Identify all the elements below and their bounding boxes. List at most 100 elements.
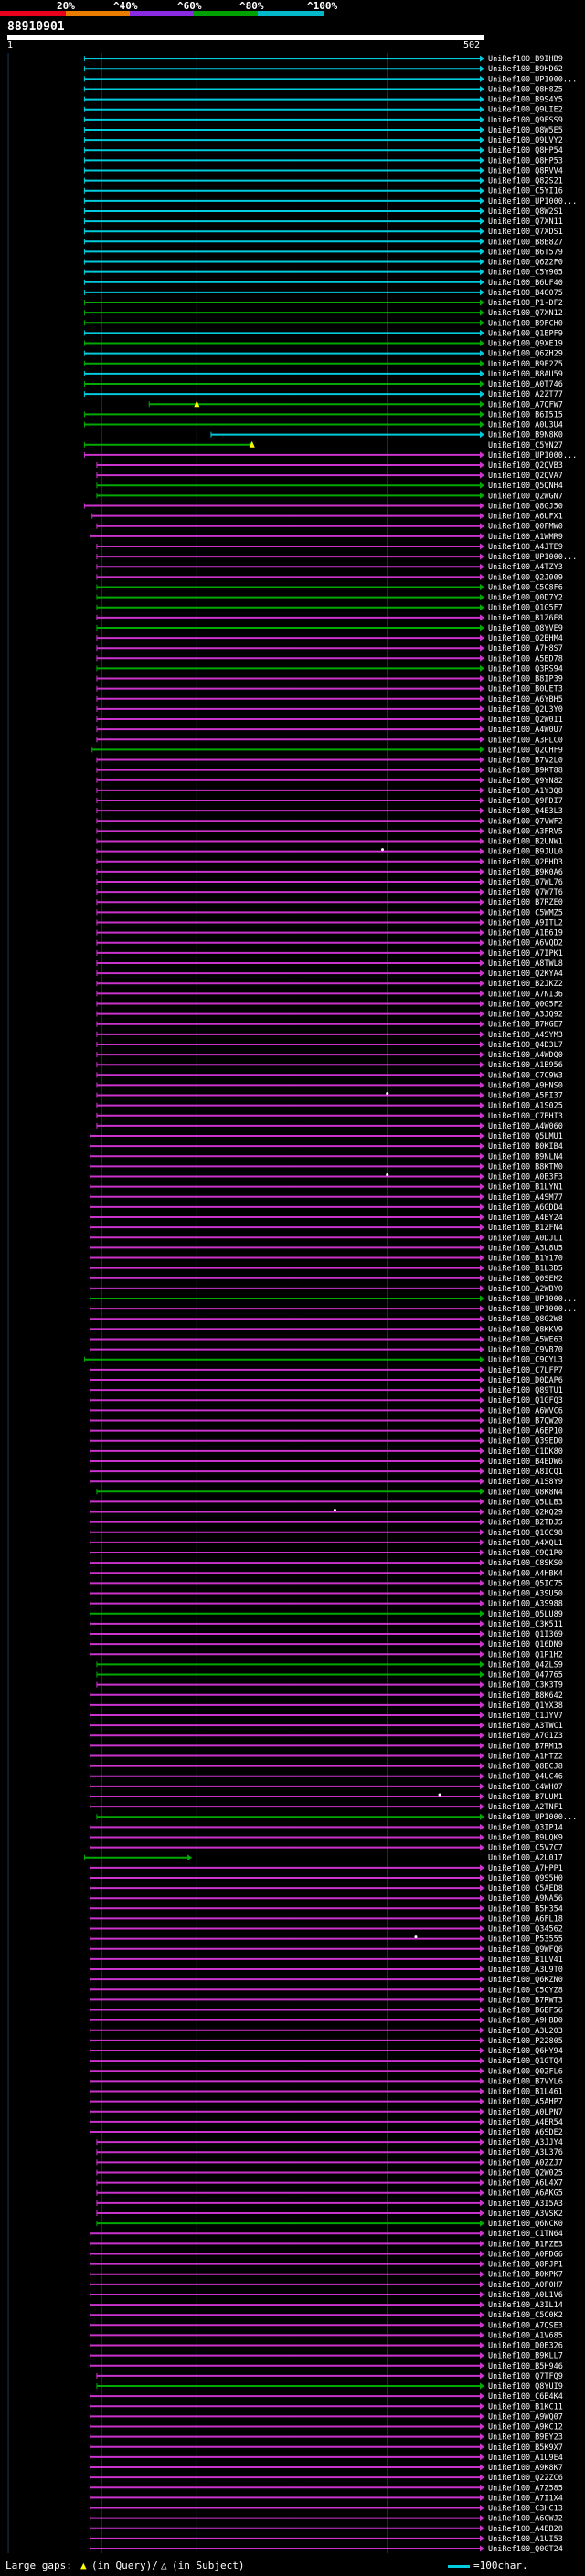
alignment-hit[interactable]: UniRef100_A3U203 bbox=[90, 2027, 563, 2036]
alignment-hit[interactable]: UniRef100_B9K0A6 bbox=[96, 868, 563, 877]
hit-label[interactable]: UniRef100_Q8HP53 bbox=[488, 156, 563, 165]
hit-label[interactable]: UniRef100_A0L1V6 bbox=[488, 2291, 563, 2300]
alignment-hit[interactable]: UniRef100_B1ZFN4 bbox=[90, 1224, 563, 1233]
hit-label[interactable]: UniRef100_Q5LU89 bbox=[488, 1610, 563, 1619]
hit-label[interactable]: UniRef100_A3L376 bbox=[488, 2148, 563, 2157]
alignment-hit[interactable]: UniRef100_B1Y170 bbox=[90, 1255, 563, 1264]
hit-label[interactable]: UniRef100_A9ITL2 bbox=[488, 918, 563, 928]
hit-label[interactable]: UniRef100_C3K511 bbox=[488, 1620, 563, 1629]
alignment-hit[interactable]: UniRef100_C5C8F6 bbox=[96, 583, 563, 592]
alignment-hit[interactable]: UniRef100_C5Y905 bbox=[83, 269, 563, 278]
hit-label[interactable]: UniRef100_A4EB28 bbox=[488, 2525, 563, 2534]
alignment-hit[interactable]: UniRef100_A5AHP7 bbox=[90, 2098, 563, 2107]
hit-label[interactable]: UniRef100_A0PDG6 bbox=[488, 2250, 563, 2259]
alignment-hit[interactable]: UniRef100_Q9LVY2 bbox=[83, 136, 563, 145]
alignment-hit[interactable]: UniRef100_A1V685 bbox=[90, 2331, 563, 2340]
hit-label[interactable]: UniRef100_A0B3F3 bbox=[488, 1173, 563, 1182]
hit-label[interactable]: UniRef100_Q7WL76 bbox=[488, 878, 563, 887]
alignment-hit[interactable]: UniRef100_B0KPK7 bbox=[90, 2271, 563, 2280]
hit-label[interactable]: UniRef100_A3JQ92 bbox=[488, 1011, 563, 1020]
hit-label[interactable]: UniRef100_Q0D7Y2 bbox=[488, 594, 563, 603]
hit-label[interactable]: UniRef100_A0LPN7 bbox=[488, 2108, 563, 2117]
hit-label[interactable]: UniRef100_B9NLN4 bbox=[488, 1152, 563, 1161]
hit-label[interactable]: UniRef100_B4G075 bbox=[488, 289, 563, 298]
hit-label[interactable]: UniRef100_A6YBH5 bbox=[488, 695, 563, 705]
alignment-hit[interactable]: UniRef100_B5K9X7 bbox=[90, 2443, 563, 2453]
hit-label[interactable]: UniRef100_Q6NCK0 bbox=[488, 2220, 563, 2229]
alignment-hit[interactable]: UniRef100_B8K642 bbox=[90, 1691, 563, 1701]
alignment-hit[interactable]: UniRef100_D0DAP6 bbox=[90, 1376, 563, 1385]
hit-label[interactable]: UniRef100_Q2KQ29 bbox=[488, 1509, 563, 1518]
hit-label[interactable]: UniRef100_C5C8F6 bbox=[488, 583, 563, 592]
hit-label[interactable]: UniRef100_B1Y170 bbox=[488, 1255, 563, 1264]
alignment-hit[interactable]: UniRef100_Q4UC46 bbox=[90, 1773, 563, 1782]
alignment-hit[interactable]: UniRef100_B9N8K0 bbox=[210, 431, 563, 440]
hit-label[interactable]: UniRef100_A7QFW7 bbox=[488, 400, 563, 409]
hit-label[interactable]: UniRef100_Q7XDS1 bbox=[488, 228, 563, 237]
hit-label[interactable]: UniRef100_C5CYZ8 bbox=[488, 1986, 563, 1995]
alignment-hit[interactable]: UniRef100_C7BHI3 bbox=[96, 1112, 563, 1121]
hit-label[interactable]: UniRef100_C1TN64 bbox=[488, 2230, 563, 2239]
hit-label[interactable]: UniRef100_P53555 bbox=[488, 1935, 563, 1945]
hit-label[interactable]: UniRef100_B1LV41 bbox=[488, 1956, 563, 1965]
hit-label[interactable]: UniRef100_Q2WGN7 bbox=[488, 492, 563, 501]
alignment-hit[interactable]: UniRef100_B9F2Z5 bbox=[83, 360, 563, 369]
alignment-hit[interactable]: UniRef100_Q16DN9 bbox=[90, 1640, 563, 1649]
hit-label[interactable]: UniRef100_A6GDD4 bbox=[488, 1203, 563, 1213]
alignment-hit[interactable]: UniRef100_Q82S21 bbox=[83, 177, 563, 186]
alignment-hit[interactable]: UniRef100_A8TWL8 bbox=[96, 959, 563, 969]
hit-label[interactable]: UniRef100_UP1000... bbox=[488, 1813, 577, 1822]
alignment-hit[interactable]: UniRef100_A1UI53 bbox=[90, 2535, 563, 2544]
hit-label[interactable]: UniRef100_A4WDQ0 bbox=[488, 1051, 563, 1060]
alignment-hit[interactable]: UniRef100_A3VSK2 bbox=[96, 2210, 563, 2219]
hit-label[interactable]: UniRef100_Q9S5H0 bbox=[488, 1874, 563, 1883]
hit-label[interactable]: UniRef100_Q2BHD3 bbox=[488, 858, 563, 867]
alignment-hit[interactable]: UniRef100_C5WMZ5 bbox=[96, 908, 563, 917]
alignment-hit[interactable]: UniRef100_A9HNS0 bbox=[96, 1081, 563, 1090]
hit-label[interactable]: UniRef100_Q89TU1 bbox=[488, 1386, 563, 1395]
hit-label[interactable]: UniRef100_Q39ED0 bbox=[488, 1437, 563, 1447]
hit-label[interactable]: UniRef100_Q47765 bbox=[488, 1671, 563, 1680]
alignment-hit[interactable]: UniRef100_C9CYL3 bbox=[83, 1356, 563, 1365]
hit-label[interactable]: UniRef100_A4TZY3 bbox=[488, 563, 563, 572]
alignment-hit[interactable]: UniRef100_B1KC11 bbox=[90, 2402, 563, 2412]
hit-label[interactable]: UniRef100_A1Y3Q8 bbox=[488, 787, 563, 796]
alignment-hit[interactable]: UniRef100_B9EY23 bbox=[90, 2433, 563, 2443]
hit-label[interactable]: UniRef100_A6FL18 bbox=[488, 1914, 563, 1924]
hit-label[interactable]: UniRef100_A4EY24 bbox=[488, 1214, 563, 1223]
alignment-hit[interactable]: UniRef100_A7G1Z3 bbox=[90, 1732, 563, 1741]
alignment-hit[interactable]: UniRef100_B5H946 bbox=[90, 2362, 563, 2371]
hit-label[interactable]: UniRef100_C5YI16 bbox=[488, 187, 563, 196]
hit-label[interactable]: UniRef100_B6I515 bbox=[488, 410, 563, 419]
hit-label[interactable]: UniRef100_A1UI53 bbox=[488, 2535, 563, 2544]
alignment-hit[interactable]: UniRef100_B4EDW6 bbox=[90, 1458, 563, 1467]
hit-label[interactable]: UniRef100_Q5LMU1 bbox=[488, 1132, 563, 1141]
alignment-hit[interactable]: UniRef100_B7UUM1 bbox=[90, 1793, 563, 1802]
alignment-hit[interactable]: UniRef100_C3HC13 bbox=[90, 2505, 563, 2514]
hit-label[interactable]: UniRef100_B7RWT3 bbox=[488, 1996, 563, 2005]
hit-label[interactable]: UniRef100_A6UFX1 bbox=[488, 513, 563, 522]
alignment-hit[interactable]: UniRef100_B4G075 bbox=[83, 289, 563, 298]
alignment-hit[interactable]: UniRef100_B9IHB9 bbox=[83, 55, 563, 64]
alignment-hit[interactable]: UniRef100_Q1GFQ3 bbox=[90, 1396, 563, 1405]
hit-label[interactable]: UniRef100_Q9FSS9 bbox=[488, 116, 563, 125]
alignment-hit[interactable]: UniRef100_A7HPP1 bbox=[90, 1864, 563, 1873]
hit-label[interactable]: UniRef100_B1L461 bbox=[488, 2088, 563, 2097]
alignment-hit[interactable]: UniRef100_Q3RS94 bbox=[96, 664, 563, 673]
hit-label[interactable]: UniRef100_B5H354 bbox=[488, 1904, 563, 1913]
hit-label[interactable]: UniRef100_B2TDJ5 bbox=[488, 1519, 563, 1528]
hit-label[interactable]: UniRef100_Q5LLB3 bbox=[488, 1498, 563, 1507]
hit-label[interactable]: UniRef100_A2TNF1 bbox=[488, 1803, 563, 1812]
alignment-hit[interactable]: UniRef100_B8KTM0 bbox=[90, 1162, 563, 1171]
hit-label[interactable]: UniRef100_Q22ZC6 bbox=[488, 2474, 563, 2483]
alignment-hit[interactable]: UniRef100_B1Z6E8 bbox=[96, 614, 563, 623]
alignment-hit[interactable]: UniRef100_A6VQD2 bbox=[96, 939, 563, 949]
alignment-hit[interactable]: UniRef100_Q2QVB3 bbox=[96, 461, 563, 471]
alignment-hit[interactable]: UniRef100_A9ITL2 bbox=[96, 918, 563, 928]
alignment-hit[interactable]: UniRef100_B8AU59 bbox=[83, 370, 563, 379]
hit-label[interactable]: UniRef100_UP1000... bbox=[488, 1305, 577, 1314]
alignment-hit[interactable]: UniRef100_B1FZE3 bbox=[90, 2240, 563, 2249]
hit-label[interactable]: UniRef100_Q0SEM2 bbox=[488, 1275, 563, 1284]
alignment-hit[interactable]: UniRef100_Q1GC98 bbox=[90, 1529, 563, 1538]
alignment-hit[interactable]: UniRef100_B6UF40 bbox=[83, 279, 563, 288]
